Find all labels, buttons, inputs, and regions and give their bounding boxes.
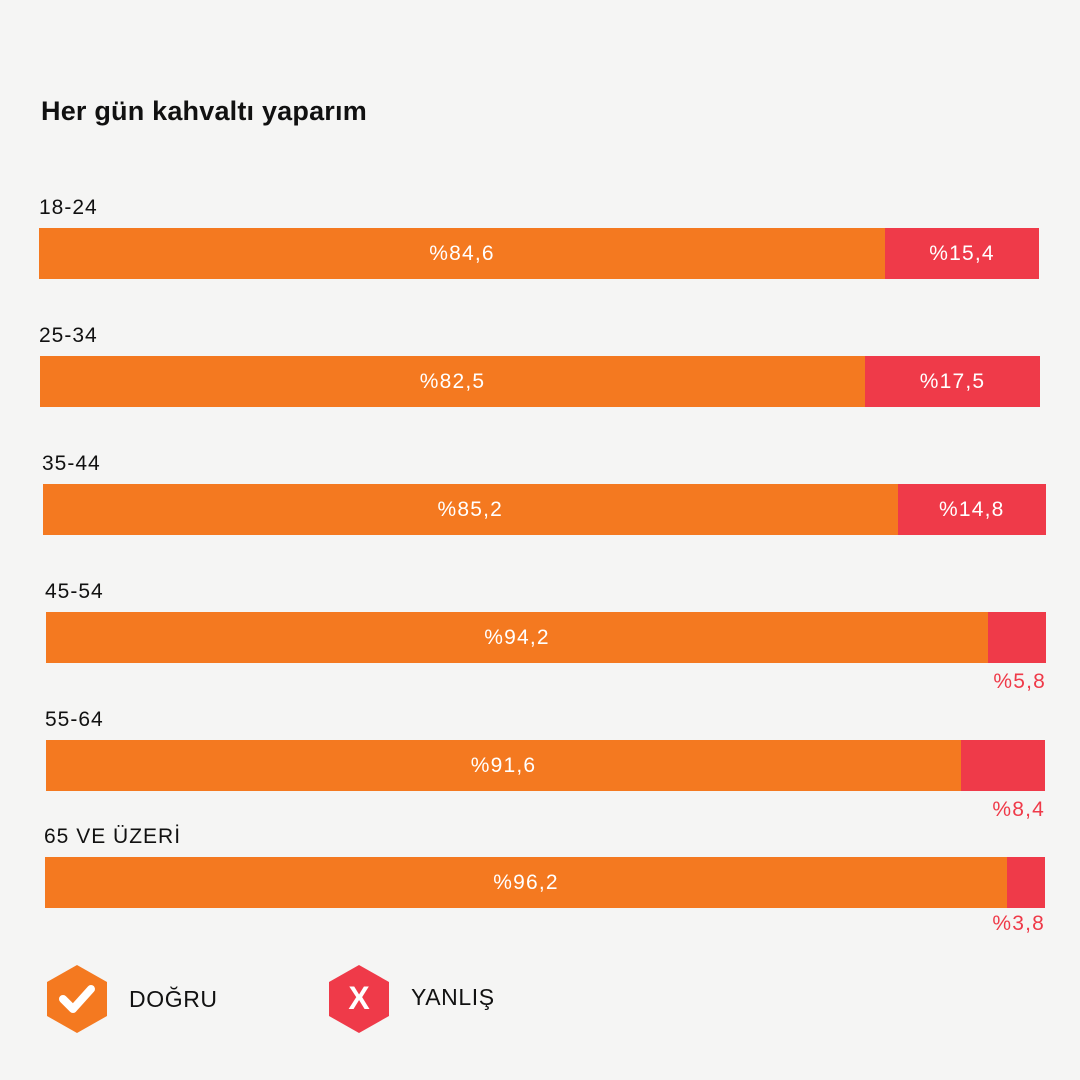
svg-text:X: X bbox=[348, 980, 370, 1016]
chart-title: Her gün kahvaltı yaparım bbox=[41, 96, 367, 126]
wrong-value-label: %5,8 bbox=[993, 670, 1046, 693]
legend-label-wrong: YANLIŞ bbox=[411, 983, 495, 1010]
bar-segment-wrong: %17,5 bbox=[865, 356, 1040, 407]
category-label: 25-34 bbox=[39, 324, 98, 347]
bar-row: %82,5 %17,5 bbox=[40, 356, 1040, 407]
legend: DOĞRU X YANLIŞ bbox=[0, 963, 1080, 1043]
bar-row: %84,6 %15,4 bbox=[39, 228, 1039, 279]
category-label: 55-64 bbox=[45, 708, 104, 731]
bar-row: %91,6 %8,4 bbox=[46, 740, 1045, 821]
bar-segment-wrong: %15,4 bbox=[885, 228, 1039, 279]
x-icon: X bbox=[329, 965, 389, 1033]
bar-segment-correct: %96,2 bbox=[45, 857, 1007, 908]
bar-row: %94,2 %5,8 bbox=[46, 612, 1046, 693]
legend-item-correct: DOĞRU bbox=[45, 963, 218, 1035]
category-label: 65 VE ÜZERİ bbox=[44, 825, 182, 848]
bar-segment-correct: %84,6 bbox=[39, 228, 885, 279]
legend-label-correct: DOĞRU bbox=[129, 985, 218, 1012]
bar-row: %96,2 %3,8 bbox=[45, 857, 1045, 935]
checkmark-icon bbox=[47, 965, 107, 1033]
bar-segment-correct: %91,6 bbox=[46, 740, 962, 791]
stacked-bar-chart: 18-24 %84,6 %15,4 25-34 %82,5 %17,5 35-44 %85,2… bbox=[39, 196, 1046, 935]
bar-segment-wrong: %14,8 bbox=[897, 484, 1046, 535]
bar-segment-correct: %85,2 bbox=[43, 484, 898, 535]
category-label: 18-24 bbox=[39, 196, 98, 219]
wrong-value-label: %3,8 bbox=[992, 912, 1045, 935]
wrong-value-label: %8,4 bbox=[992, 798, 1045, 821]
bar-row: %85,2 %14,8 bbox=[43, 484, 1046, 535]
bar-segment-wrong bbox=[1007, 857, 1045, 908]
bar-segment-wrong bbox=[961, 740, 1045, 791]
bar-segment-correct: %94,2 bbox=[46, 612, 988, 663]
category-label: 35-44 bbox=[42, 452, 101, 475]
bar-segment-correct: %82,5 bbox=[40, 356, 865, 407]
bar-segment-wrong bbox=[988, 612, 1046, 663]
legend-item-wrong: X YANLIŞ bbox=[327, 963, 495, 1035]
category-label: 45-54 bbox=[45, 580, 104, 603]
